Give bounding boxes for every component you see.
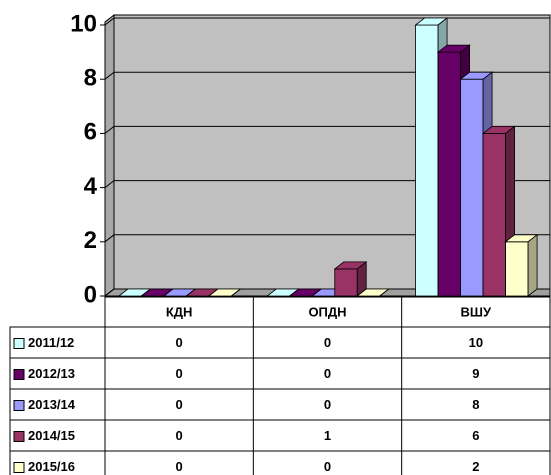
grid-line <box>104 125 550 134</box>
grid-line <box>104 288 550 297</box>
legend-key <box>13 431 25 442</box>
category-label: ОПДН <box>308 304 346 319</box>
legend-label: 2013/14 <box>28 397 76 412</box>
y-tick-label: 6 <box>84 119 97 146</box>
y-tick-label: 4 <box>84 173 98 200</box>
table-value: 10 <box>469 335 483 350</box>
legend-label: 2011/12 <box>28 335 74 350</box>
legend-key <box>13 400 25 411</box>
bar-side-shade <box>357 261 367 296</box>
legend-label: 2012/13 <box>28 366 75 381</box>
bar <box>415 24 439 297</box>
grid-line <box>104 17 550 26</box>
grid-line <box>104 180 550 188</box>
bar <box>482 132 506 297</box>
y-tick-label: 8 <box>84 65 97 92</box>
bar-side <box>379 288 389 297</box>
table-value: 0 <box>324 397 331 412</box>
bar <box>334 268 358 297</box>
table-value: 1 <box>324 428 331 443</box>
grid-line <box>104 234 550 243</box>
y-tick-label: 2 <box>84 227 97 254</box>
bar <box>460 78 484 297</box>
table-value: 9 <box>472 366 479 381</box>
table-row <box>9 450 551 475</box>
table-value: 2 <box>472 459 479 474</box>
legend-label: 2015/16 <box>28 459 75 474</box>
table-value: 0 <box>176 335 183 350</box>
y-tick-label: 10 <box>70 10 97 37</box>
side-wall <box>104 13 115 298</box>
table-value: 0 <box>176 459 183 474</box>
legend-key <box>13 369 25 380</box>
table-value: 0 <box>176 428 183 443</box>
table-value: 0 <box>176 366 183 381</box>
table-header <box>104 296 551 328</box>
grid-line <box>104 71 550 80</box>
bar <box>437 51 461 297</box>
bar-side-shade <box>528 234 538 296</box>
bar <box>505 241 529 297</box>
category-label: ВШУ <box>461 304 492 319</box>
table-value: 6 <box>472 428 479 443</box>
table-value: 0 <box>324 335 331 350</box>
table-value: 0 <box>324 459 331 474</box>
bar-side <box>231 288 241 297</box>
table-value: 0 <box>324 366 331 381</box>
category-label: КДН <box>166 304 193 319</box>
table-row <box>9 388 551 421</box>
legend-key <box>13 338 25 349</box>
y-tick-label: 0 <box>84 281 97 308</box>
table-row <box>9 419 551 452</box>
legend-label: 2014/15 <box>28 428 75 443</box>
table-value: 0 <box>176 397 183 412</box>
bar-side <box>527 233 538 297</box>
table-row <box>9 357 551 390</box>
table-value: 8 <box>472 397 479 412</box>
legend-key <box>13 462 25 473</box>
